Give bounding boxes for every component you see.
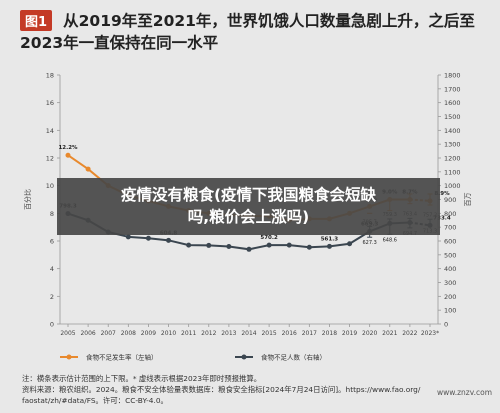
right-tick-label: 600 — [444, 238, 456, 246]
data-label-1: 570.2 — [260, 235, 278, 241]
x-tick-label: 2013 — [221, 330, 236, 337]
series-point-1 — [286, 242, 292, 248]
overlay-line-2: 吗,粮价会上涨吗) — [187, 208, 310, 226]
series-point-1 — [326, 243, 332, 249]
x-tick-label: 2005 — [60, 330, 75, 337]
x-tick-label: 2012 — [201, 330, 216, 337]
figure-badge: 图1 — [20, 10, 53, 31]
left-tick-label: 2 — [50, 293, 54, 301]
left-tick-label: 12 — [46, 155, 54, 163]
right-tick-label: 900 — [444, 196, 456, 204]
right-tick-label: 1500 — [444, 113, 461, 121]
legend-label-1: 食物不足人数（右轴） — [261, 353, 326, 362]
left-tick-label: 18 — [46, 72, 54, 80]
x-tick-label: 2009 — [141, 330, 156, 337]
x-tick-label: 2019 — [342, 330, 357, 337]
data-label-0: 8.9% — [434, 191, 450, 197]
x-tick-label: 2018 — [322, 330, 337, 337]
series-point-1 — [306, 244, 312, 250]
overlay-line-1: 疫情没有粮食(疫情下我国粮食会短缺 — [120, 186, 377, 204]
right-tick-label: 1700 — [444, 85, 461, 93]
legend-marker-1 — [241, 354, 247, 360]
x-tick-label: 2015 — [261, 330, 276, 337]
series-point-0 — [65, 152, 71, 158]
right-tick-label: 100 — [444, 307, 456, 315]
series-line-1 — [67, 212, 410, 251]
x-tick-label: 2011 — [181, 330, 196, 337]
series-point-0 — [85, 166, 91, 172]
legend-label-0: 食物不足发生率（左轴） — [86, 353, 158, 362]
right-tick-label: 1000 — [444, 182, 461, 190]
x-tick-label: 2021 — [382, 330, 397, 337]
series-point-1 — [145, 235, 151, 241]
x-tick-label: 2007 — [101, 330, 116, 337]
data-label-1: 561.3 — [321, 236, 339, 242]
right-tick-label: 0 — [444, 321, 448, 329]
note-line-2: 资料来源：粮农组织。2024。粮食不安全体验量表数据库：粮食安全指标[2024年… — [22, 385, 421, 394]
x-tick-label: 2010 — [161, 330, 176, 337]
left-tick-label: 6 — [50, 238, 54, 246]
left-tick-label: 4 — [50, 265, 54, 273]
right-tick-label: 700 — [444, 224, 456, 232]
x-tick-label: 2023* — [421, 330, 439, 337]
right-tick-label: 1600 — [444, 99, 461, 107]
x-tick-label: 2016 — [282, 330, 297, 337]
right-tick-label: 1400 — [444, 127, 461, 135]
x-tick-label: 2020 — [362, 330, 377, 337]
right-axis-title: 百万 — [464, 193, 472, 207]
range-label-lower: 627.3 — [363, 240, 377, 246]
left-axis-title: 百分比 — [23, 189, 32, 210]
left-tick-label: 0 — [50, 321, 54, 329]
watermark: www.znzv.com — [437, 388, 492, 397]
series-point-1 — [226, 244, 232, 250]
x-tick-label: 2017 — [302, 330, 317, 337]
right-tick-label: 400 — [444, 265, 456, 273]
right-tick-label: 300 — [444, 279, 456, 287]
data-label-0: 12.2% — [58, 145, 78, 151]
right-tick-label: 800 — [444, 210, 456, 218]
series-point-1 — [246, 246, 252, 252]
range-label-lower: 648.6 — [383, 237, 397, 243]
overlay-banner: 疫情没有粮食(疫情下我国粮食会短缺 吗,粮价会上涨吗) — [57, 178, 440, 235]
series-point-1 — [347, 241, 353, 247]
x-tick-label: 2014 — [241, 330, 256, 337]
notes: 注：横条表示估计范围的上下限。* 虚线表示根据2023年即时预报推算。 资料来源… — [22, 373, 492, 406]
title-row: 图1 从2019年至2021年，世界饥饿人口数量急剧上升，之后至2023年一直保… — [20, 10, 490, 54]
series-point-1 — [186, 242, 192, 248]
note-line-3: faostat/zh/#data/FS。许可：CC-BY-4.0。 — [22, 396, 168, 405]
right-tick-label: 1100 — [444, 168, 461, 176]
left-tick-label: 16 — [46, 99, 54, 107]
series-point-1 — [266, 242, 272, 248]
x-tick-label: 2008 — [121, 330, 136, 337]
x-tick-label: 2006 — [80, 330, 95, 337]
series-point-1 — [166, 237, 172, 243]
right-tick-label: 1200 — [444, 155, 461, 163]
left-tick-label: 14 — [46, 127, 54, 135]
data-label-1: 733.4 — [433, 215, 451, 221]
note-line-1: 注：横条表示估计范围的上下限。* 虚线表示根据2023年即时预报推算。 — [22, 374, 262, 383]
right-tick-label: 200 — [444, 293, 456, 301]
right-tick-label: 1800 — [444, 72, 461, 80]
left-tick-label: 10 — [46, 182, 54, 190]
series-point-1 — [125, 234, 131, 240]
left-tick-label: 8 — [50, 210, 54, 218]
chart-title: 从2019年至2021年，世界饥饿人口数量急剧上升，之后至2023年一直保持在同… — [20, 12, 475, 52]
right-tick-label: 500 — [444, 251, 456, 259]
series-point-1 — [206, 242, 212, 248]
x-tick-label: 2022 — [402, 330, 417, 337]
legend-marker-0 — [66, 354, 72, 360]
right-tick-label: 1300 — [444, 141, 461, 149]
